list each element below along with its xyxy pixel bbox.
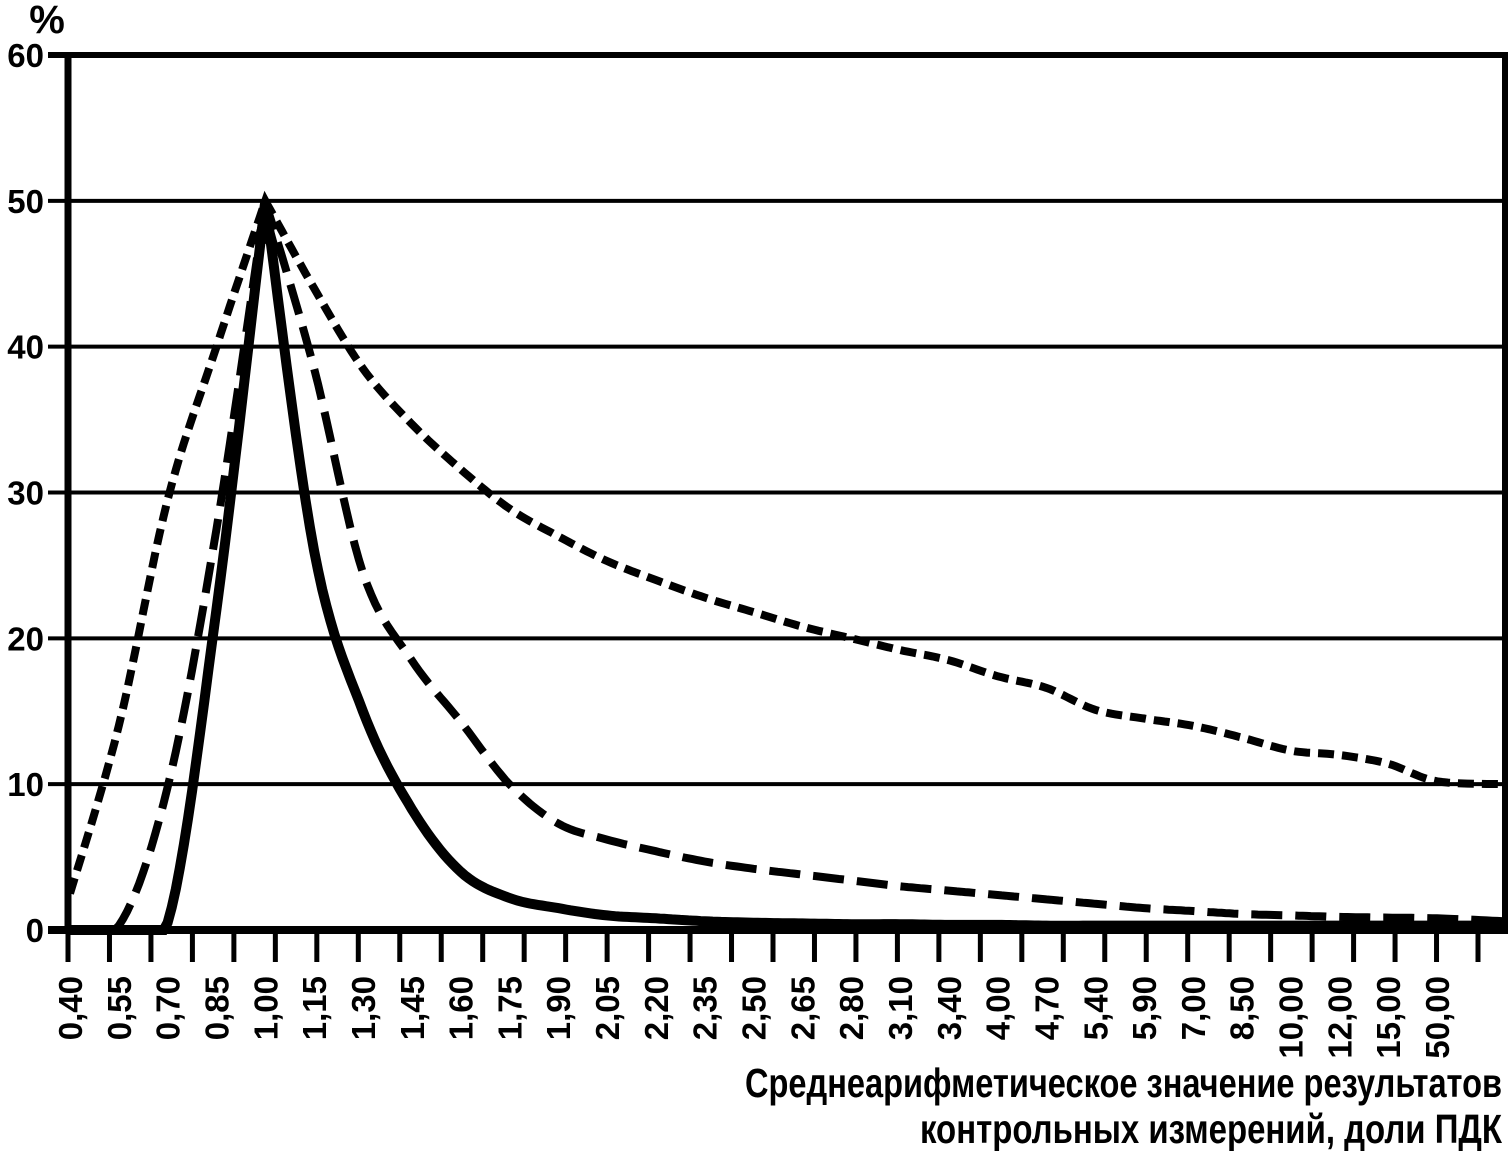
y-axis-unit-label: % bbox=[29, 0, 65, 42]
x-tick-label: 5,40 bbox=[1077, 976, 1114, 1040]
x-tick-label: 2,20 bbox=[638, 976, 675, 1040]
x-tick-label: 1,45 bbox=[394, 976, 431, 1040]
x-tick-label: 1,90 bbox=[540, 976, 577, 1040]
y-tick-label: 60 bbox=[7, 37, 44, 74]
x-tick-label: 0,70 bbox=[150, 976, 187, 1040]
x-tick-label: 3,10 bbox=[882, 976, 919, 1040]
x-tick-label: 2,05 bbox=[589, 976, 626, 1040]
x-tick-label: 1,75 bbox=[491, 976, 528, 1040]
x-tick-label: 2,35 bbox=[687, 976, 724, 1040]
x-tick-label: 12,00 bbox=[1321, 976, 1358, 1059]
curve-narrow-distribution bbox=[70, 200, 1505, 935]
x-tick-label: 2,65 bbox=[784, 976, 821, 1040]
x-tick-label: 0,55 bbox=[101, 976, 138, 1040]
x-tick-label: 15,00 bbox=[1370, 976, 1407, 1059]
x-axis-caption-line1: Среднеарифметическое значение результато… bbox=[745, 1060, 1502, 1106]
y-tick-label: 30 bbox=[7, 475, 44, 512]
y-tick-label: 40 bbox=[7, 329, 44, 366]
x-tick-label: 0,40 bbox=[52, 976, 89, 1040]
y-tick-label: 20 bbox=[7, 620, 44, 657]
x-tick-label: 2,80 bbox=[833, 976, 870, 1040]
x-tick-label: 1,60 bbox=[443, 976, 480, 1040]
x-tick-label: 8,50 bbox=[1224, 976, 1261, 1040]
x-tick-label: 50,00 bbox=[1419, 976, 1456, 1059]
x-tick-label: 5,90 bbox=[1126, 976, 1163, 1040]
x-tick-label: 4,70 bbox=[1028, 976, 1065, 1040]
x-tick-label: 1,15 bbox=[296, 976, 333, 1040]
x-tick-label: 0,85 bbox=[198, 976, 235, 1040]
x-tick-label: 10,00 bbox=[1273, 976, 1310, 1059]
y-tick-label: 0 bbox=[26, 912, 44, 949]
x-tick-label: 2,50 bbox=[736, 976, 773, 1040]
x-tick-label: 1,30 bbox=[345, 976, 382, 1040]
peak-arrow bbox=[252, 197, 278, 244]
x-tick-label: 7,00 bbox=[1175, 976, 1212, 1040]
y-tick-label: 10 bbox=[7, 766, 44, 803]
x-tick-label: 3,40 bbox=[931, 976, 968, 1040]
x-tick-label: 1,00 bbox=[247, 976, 284, 1040]
y-tick-label: 50 bbox=[7, 183, 44, 220]
curve-medium-distribution bbox=[70, 199, 1506, 934]
x-axis-caption-line2: контрольных измерений, доли ПДК bbox=[920, 1106, 1503, 1151]
x-tick-label: 4,00 bbox=[980, 976, 1017, 1040]
curve-wide-distribution bbox=[66, 190, 1506, 895]
